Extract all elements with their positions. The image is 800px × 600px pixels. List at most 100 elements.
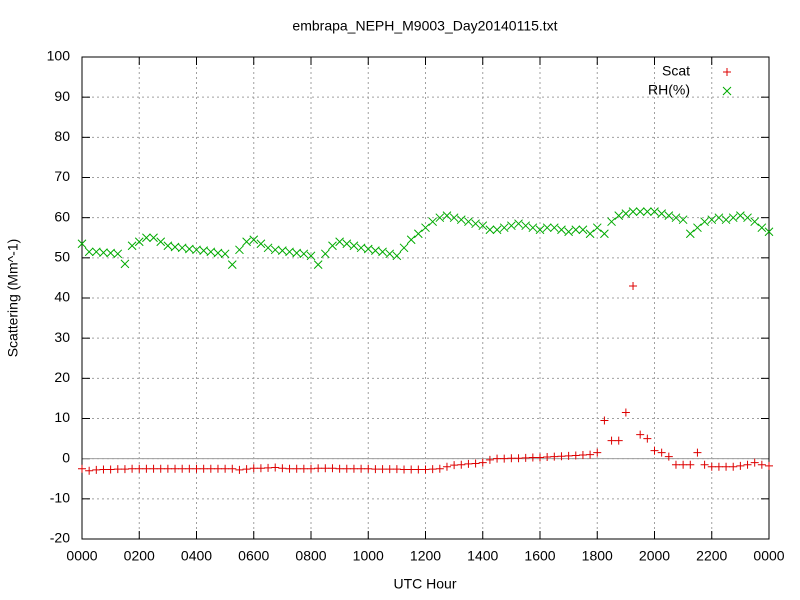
data-point (235, 465, 244, 474)
data-point (521, 221, 531, 231)
data-point (471, 459, 480, 468)
x-tick-label: 2200 (696, 548, 727, 564)
data-point (521, 453, 530, 462)
legend-label: RH(%) (648, 82, 690, 98)
data-point (557, 225, 566, 235)
data-point (113, 465, 122, 474)
data-point (199, 464, 208, 473)
data-point (320, 249, 330, 259)
data-point (414, 465, 423, 474)
y-tick-label: 60 (54, 208, 70, 224)
data-point (514, 454, 523, 463)
data-point (449, 213, 459, 223)
data-point (120, 259, 130, 269)
data-point (256, 464, 265, 473)
data-point (657, 209, 667, 219)
x-tick-label: 0000 (66, 548, 97, 564)
data-point (729, 462, 738, 471)
data-point (299, 249, 309, 259)
data-point (227, 260, 237, 270)
data-point (664, 211, 674, 221)
y-tick-label: 50 (54, 249, 70, 265)
data-point (77, 239, 87, 249)
data-point (306, 251, 316, 261)
data-point (607, 217, 616, 227)
data-point (406, 235, 416, 245)
data-point (256, 239, 266, 249)
data-point (464, 459, 473, 468)
data-point (621, 209, 631, 219)
data-point (442, 462, 451, 471)
data-point (128, 464, 137, 473)
data-point (271, 463, 280, 472)
data-point (199, 246, 209, 255)
x-tick-label: 0200 (124, 548, 155, 564)
data-point (91, 247, 101, 257)
data-point (263, 243, 273, 253)
data-point (335, 464, 344, 473)
data-point (134, 237, 144, 247)
data-point (349, 241, 359, 251)
data-point (378, 247, 387, 257)
data-point (170, 242, 180, 252)
data-point (356, 243, 366, 253)
data-point (342, 239, 352, 249)
data-point (628, 207, 638, 216)
data-point (614, 211, 624, 221)
data-point (413, 229, 423, 239)
data-point (478, 458, 487, 467)
data-point (428, 217, 438, 227)
x-tick-label: 0400 (181, 548, 212, 564)
x-tick-label: 2000 (639, 548, 670, 564)
data-point (586, 450, 595, 459)
data-point (549, 223, 559, 233)
data-point (357, 464, 366, 473)
data-point (335, 237, 344, 247)
x-tick-label: 0600 (238, 548, 269, 564)
data-point (757, 223, 767, 233)
data-point (736, 211, 745, 221)
data-point (206, 247, 216, 257)
data-point (722, 462, 731, 471)
data-point (264, 463, 273, 472)
y-axis-label: Scattering (Mm^-1) (5, 239, 21, 358)
y-tick-label: 40 (54, 289, 70, 305)
data-point (607, 436, 616, 445)
data-point (385, 249, 395, 259)
data-point (99, 248, 108, 257)
data-point (621, 408, 630, 417)
data-point (693, 448, 702, 457)
data-point (378, 465, 387, 474)
data-point (213, 248, 223, 258)
data-point (163, 241, 173, 251)
data-point (85, 466, 94, 475)
data-point (149, 464, 158, 473)
data-point (407, 465, 416, 474)
data-point (278, 246, 287, 255)
data-point (314, 464, 323, 473)
data-point (321, 464, 330, 473)
data-point (499, 223, 509, 233)
data-point (614, 436, 623, 445)
data-point (371, 465, 380, 474)
data-point (693, 223, 702, 233)
data-point (135, 464, 144, 473)
data-point (371, 246, 380, 255)
data-point (600, 229, 609, 239)
data-point (750, 217, 760, 227)
data-point (564, 227, 573, 237)
data-point (592, 223, 602, 233)
data-point (328, 241, 337, 251)
y-tick-label: -10 (50, 490, 70, 506)
data-point (213, 464, 222, 473)
data-point (385, 465, 394, 474)
data-point (578, 225, 588, 235)
data-point (728, 213, 738, 223)
data-point (242, 237, 251, 247)
data-point (707, 462, 716, 471)
data-point (127, 241, 137, 251)
x-tick-label: 1800 (582, 548, 613, 564)
data-point (149, 233, 158, 243)
